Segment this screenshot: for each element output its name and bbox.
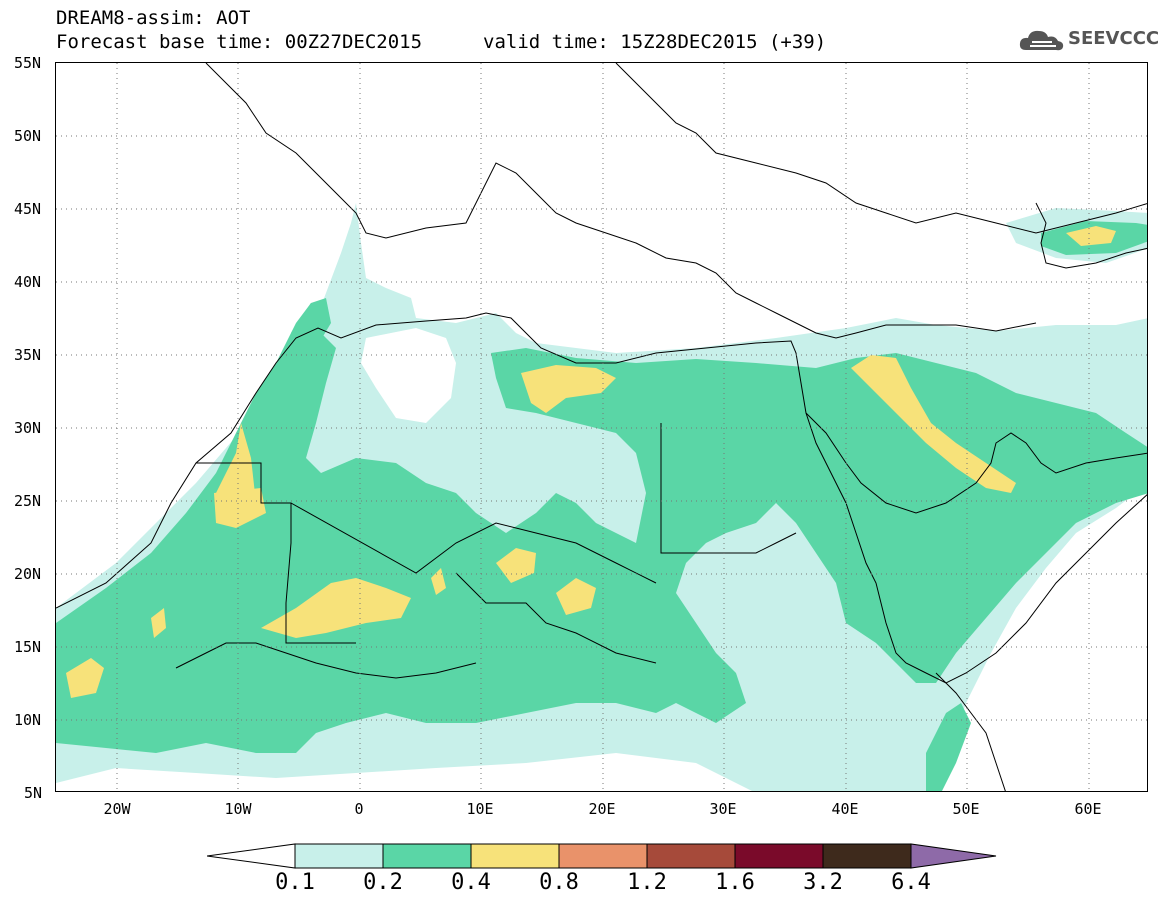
- colorbar-label-0.8: 0.8: [539, 870, 579, 895]
- aot-band-0.4-0.8-sudan: [556, 578, 596, 615]
- colorbar-label-6.4: 6.4: [891, 870, 931, 895]
- aot-band-0.2-0.4: [56, 303, 1147, 753]
- lon-label-60e: 60E: [1074, 800, 1102, 818]
- lat-label-20n: 20N: [14, 565, 42, 583]
- lat-label-25n: 25N: [14, 492, 42, 510]
- gridlines: [56, 63, 1147, 791]
- seevccc-logo: SEEVCCC: [1018, 26, 1160, 56]
- aot-map: [55, 62, 1148, 792]
- aot-band-0.4-0.8-senegal: [66, 658, 104, 698]
- aot-band-0.4-0.8-niger: [431, 568, 446, 595]
- aot-band-0.4-0.8-caspian: [1066, 226, 1116, 246]
- valid-time: valid time: 15Z28DEC2015 (+39): [483, 31, 827, 53]
- map-title: DREAM8-assim: AOT: [56, 7, 251, 29]
- lat-label-50n: 50N: [14, 127, 42, 145]
- coastlines: [56, 63, 1147, 791]
- lon-label-10e: 10E: [466, 800, 494, 818]
- clear-area-algeria: [361, 328, 456, 423]
- lat-label-40n: 40N: [14, 273, 42, 291]
- colorbar-swatch-0.1-0.2: [294, 843, 384, 869]
- logo-text: SEEVCCC: [1068, 28, 1160, 49]
- lat-label-55n: 55N: [14, 54, 42, 72]
- colorbar-above-arrow: [910, 843, 997, 869]
- colorbar-swatch-1.6-3.2: [734, 843, 824, 869]
- colorbar-label-3.2: 3.2: [803, 870, 843, 895]
- colorbar-label-1.6: 1.6: [715, 870, 755, 895]
- lat-label-5n: 5N: [24, 784, 43, 802]
- clear-area-sahel: [231, 278, 296, 318]
- aot-band-0.4-0.8-mali: [261, 578, 411, 638]
- lat-label-35n: 35N: [14, 346, 42, 364]
- aot-band-0.4-0.8-mauritania: [214, 488, 266, 528]
- aot-band-0.4-0.8-libya: [521, 365, 616, 413]
- lon-label-0: 0: [354, 800, 364, 818]
- aot-band-0.4-0.8-gambia: [151, 608, 166, 638]
- lon-label-20e: 20E: [588, 800, 616, 818]
- aot-colorbar: [207, 843, 997, 869]
- colorbar-swatch-0.8-1.2: [558, 843, 648, 869]
- colorbar-label-1.2: 1.2: [627, 870, 667, 895]
- colorbar-swatch-0.2-0.4: [382, 843, 472, 869]
- aot-field: [56, 63, 1147, 791]
- lat-label-15n: 15N: [14, 638, 42, 656]
- colorbar-below-arrow: [207, 843, 296, 869]
- lon-label-30e: 30E: [709, 800, 737, 818]
- colorbar-swatch-3.2-6.4: [822, 843, 912, 869]
- colorbar-swatch-0.4-0.8: [470, 843, 560, 869]
- aot-band-0.2-0.4-somalia: [926, 703, 971, 791]
- lon-label-50e: 50E: [952, 800, 980, 818]
- forecast-base-time: Forecast base time: 00Z27DEC2015: [56, 31, 423, 53]
- lon-label-10w: 10W: [224, 800, 252, 818]
- colorbar-label-0.1: 0.1: [275, 870, 315, 895]
- colorbar-label-0.2: 0.2: [363, 870, 403, 895]
- lat-label-45n: 45N: [14, 200, 42, 218]
- colorbar-swatch-1.2-1.6: [646, 843, 736, 869]
- lat-label-30n: 30N: [14, 419, 42, 437]
- lon-label-40e: 40E: [831, 800, 859, 818]
- colorbar-label-0.4: 0.4: [451, 870, 491, 895]
- lon-label-20w: 20W: [103, 800, 131, 818]
- aot-band-0.4-0.8-iraq: [851, 355, 1016, 493]
- cloud-icon: [1019, 30, 1064, 51]
- lat-label-10n: 10N: [14, 711, 42, 729]
